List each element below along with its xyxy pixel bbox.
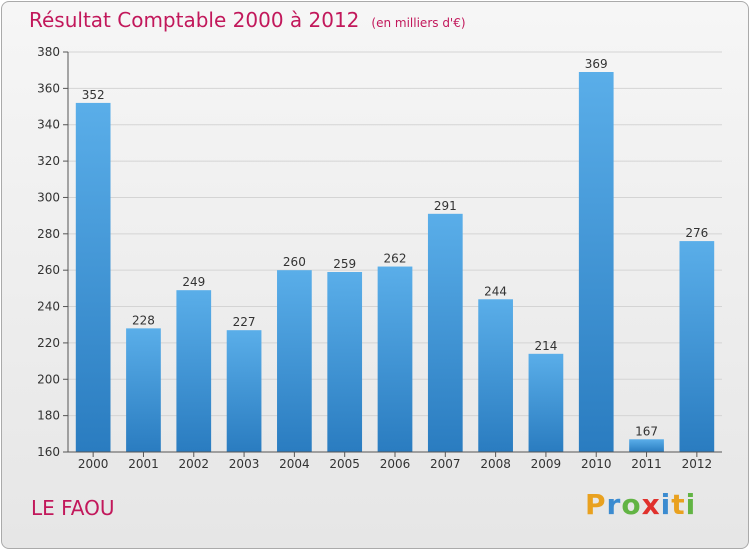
- y-tick-label: 180: [37, 409, 60, 423]
- logo-letter: x: [641, 488, 661, 521]
- x-tick-label: 2002: [178, 457, 209, 471]
- y-tick-label: 200: [37, 372, 60, 386]
- logo-letter: i: [685, 488, 697, 521]
- chart-title-block: Résultat Comptable 2000 à 2012 (en millie…: [29, 8, 466, 32]
- logo-letter: t: [671, 488, 686, 521]
- y-tick-label: 240: [37, 300, 60, 314]
- y-tick-label: 380: [37, 45, 60, 59]
- bar-value-label: 352: [82, 88, 105, 102]
- bar-value-label: 228: [132, 313, 155, 327]
- y-tick-label: 360: [37, 81, 60, 95]
- axis-layer: 160 180 200 220 240 260 280 300 320 340 360 380 2000…: [37, 45, 722, 471]
- y-tick-label: 280: [37, 227, 60, 241]
- bar: [226, 330, 262, 452]
- bar-value-label: 167: [635, 424, 658, 438]
- bar-value-label: 291: [434, 199, 457, 213]
- y-tick-label: 340: [37, 118, 60, 132]
- y-tick-label: 160: [37, 445, 60, 459]
- bar: [176, 290, 212, 452]
- bar-value-label: 249: [182, 275, 205, 289]
- bar-value-label: 214: [534, 339, 557, 353]
- logo-letter: o: [621, 488, 642, 521]
- bar-value-label: 259: [333, 257, 356, 271]
- x-tick-label: 2004: [279, 457, 310, 471]
- bar: [679, 241, 715, 452]
- x-tick-label: 2003: [229, 457, 260, 471]
- bar: [629, 439, 664, 452]
- bar: [578, 72, 614, 452]
- bar-value-label: 276: [685, 226, 708, 240]
- bar: [327, 272, 363, 452]
- x-tick-label: 2010: [581, 457, 612, 471]
- x-tick-label: 2000: [78, 457, 109, 471]
- bar-layer: 352 228 249 227 260 259 262 291 244 214 369 167 276: [75, 57, 715, 452]
- logo-letter: r: [606, 488, 622, 521]
- proxiti-logo: Proxiti: [585, 488, 696, 521]
- bar: [277, 270, 312, 452]
- bar: [126, 328, 161, 452]
- bar-value-label: 244: [484, 284, 507, 298]
- y-tick-label: 320: [37, 154, 60, 168]
- bar: [427, 213, 463, 452]
- bar: [528, 353, 564, 452]
- y-tick-label: 220: [37, 336, 60, 350]
- x-tick-label: 2006: [380, 457, 411, 471]
- x-tick-label: 2008: [480, 457, 511, 471]
- bar: [75, 102, 111, 452]
- x-tick-label: 2011: [631, 457, 662, 471]
- logo-letter: P: [585, 488, 607, 521]
- bar-value-label: 227: [233, 315, 256, 329]
- x-tick-label: 2005: [329, 457, 360, 471]
- y-tick-label: 300: [37, 190, 60, 204]
- x-tick-label: 2012: [682, 457, 713, 471]
- x-tick-label: 2001: [128, 457, 159, 471]
- place-name: LE FAOU: [31, 496, 115, 520]
- bar: [478, 299, 513, 452]
- y-tick-label: 260: [37, 263, 60, 277]
- chart-title: Résultat Comptable 2000 à 2012: [29, 8, 360, 32]
- bar-value-label: 262: [384, 252, 407, 266]
- chart-unit: (en milliers d'€): [371, 16, 466, 30]
- logo-letter: i: [660, 488, 672, 521]
- x-tick-label: 2007: [430, 457, 461, 471]
- bar-value-label: 260: [283, 255, 306, 269]
- bar: [377, 266, 413, 452]
- x-tick-label: 2009: [531, 457, 562, 471]
- bar-value-label: 369: [585, 57, 608, 71]
